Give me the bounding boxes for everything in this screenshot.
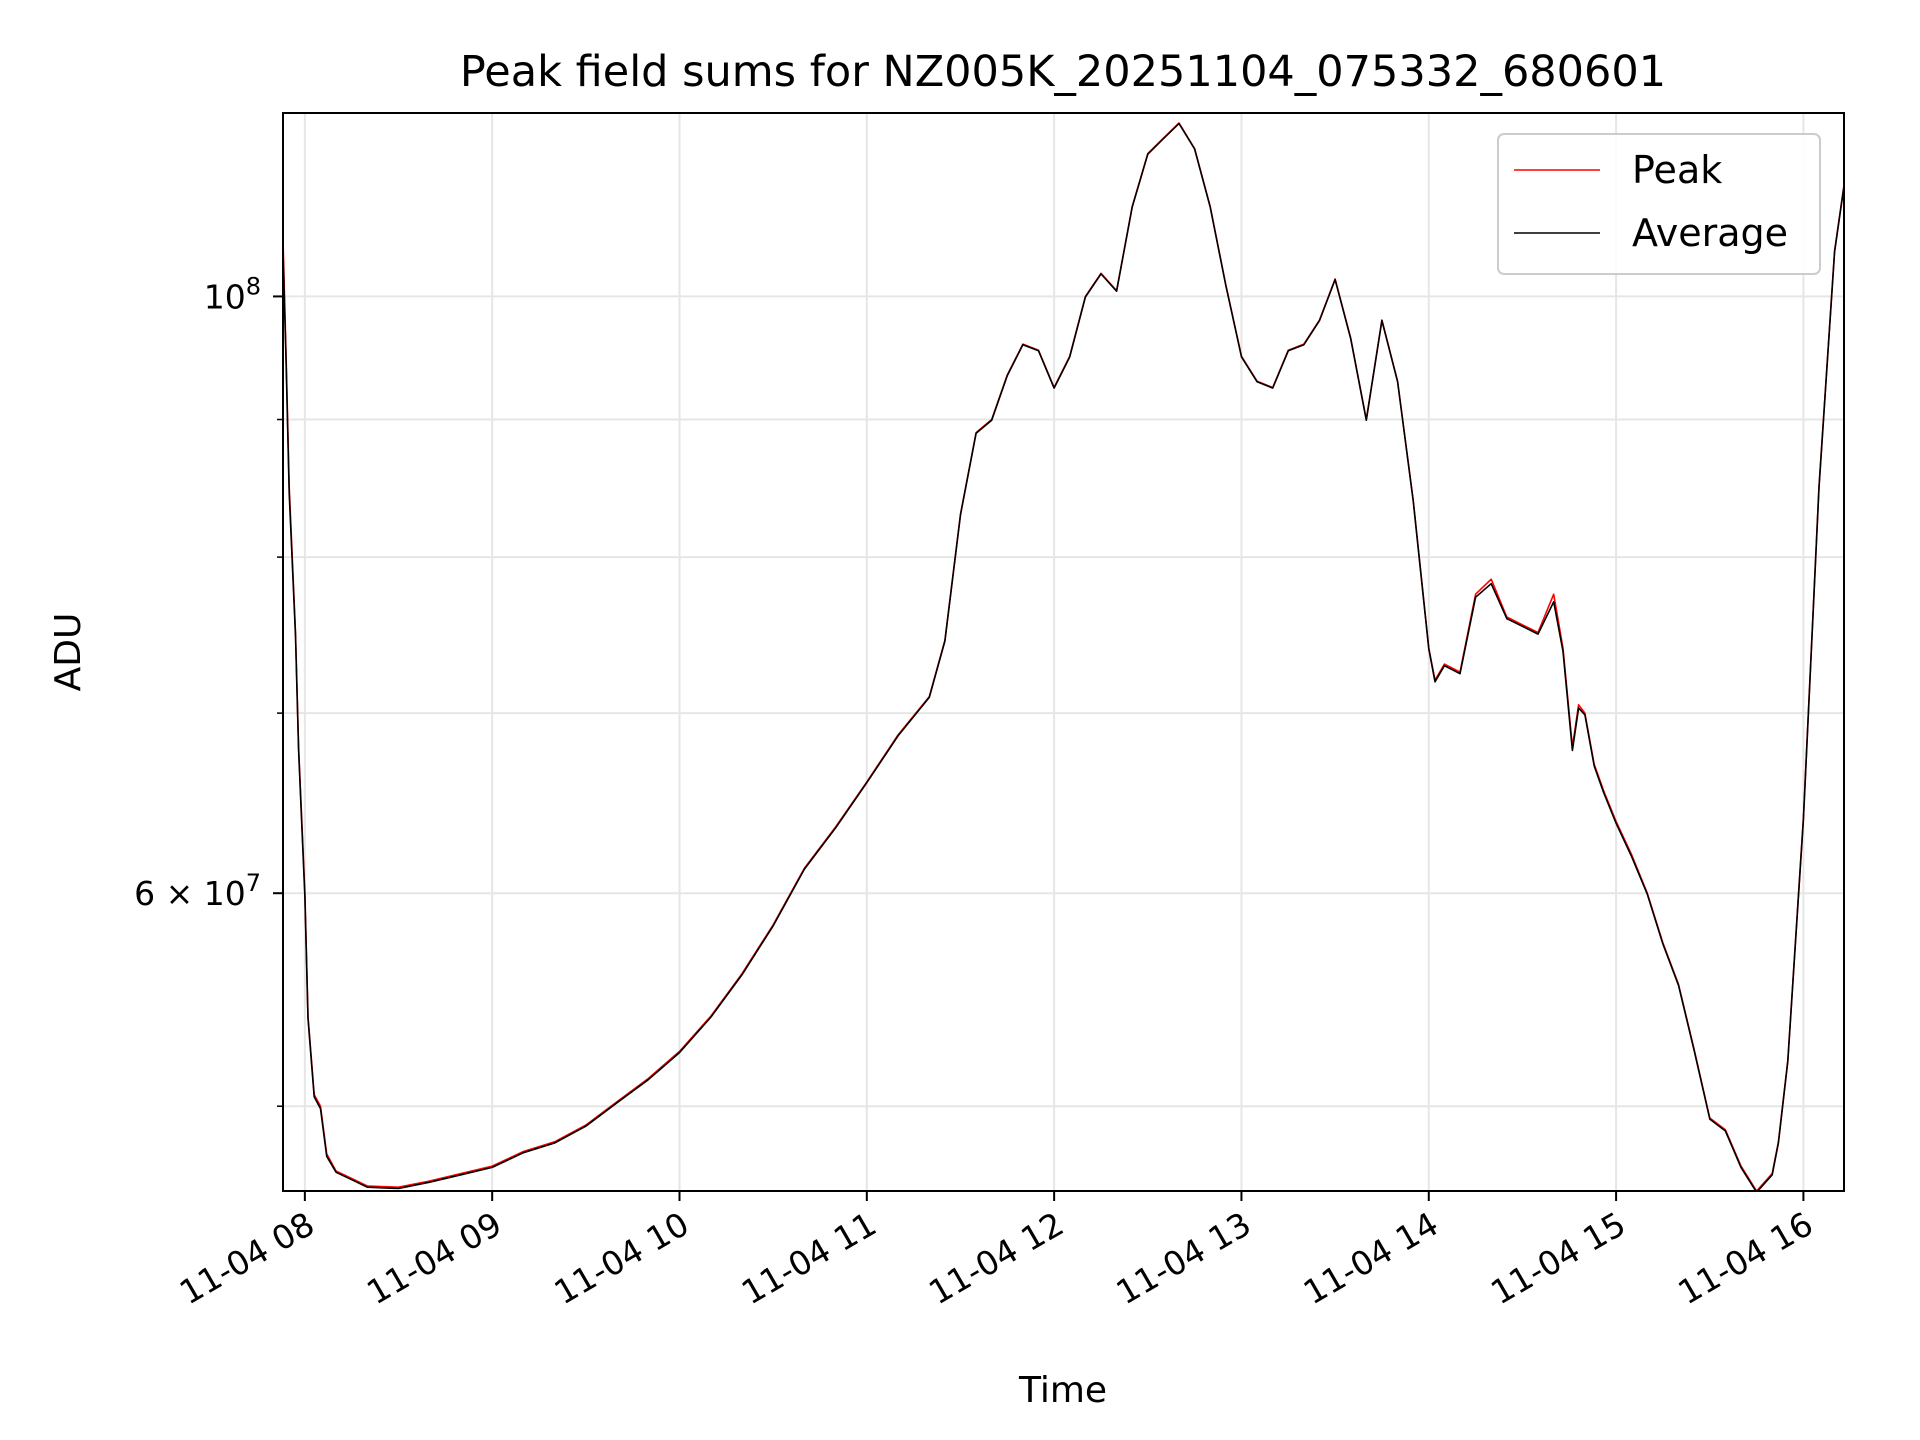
legend-box <box>1497 133 1821 275</box>
y-axis-label: ADU <box>48 613 89 692</box>
y-axis-ticks: 6 × 107 108 <box>134 272 283 1107</box>
legend-label-average: Average <box>1632 211 1788 255</box>
legend: Peak Average <box>1497 133 1821 275</box>
plot-area-frame <box>282 112 1845 1192</box>
legend-label-peak: Peak <box>1632 148 1722 192</box>
y-tick-label: 6 × 107 <box>134 869 261 913</box>
grid-lines <box>283 113 1844 1191</box>
y-tick-label: 108 <box>204 272 261 316</box>
chart-title: Peak field sums for NZ005K_20251104_0753… <box>460 47 1666 97</box>
series-line-average <box>283 122 1844 1191</box>
x-axis-label: Time <box>1018 1370 1107 1411</box>
series-lines <box>283 122 1844 1191</box>
